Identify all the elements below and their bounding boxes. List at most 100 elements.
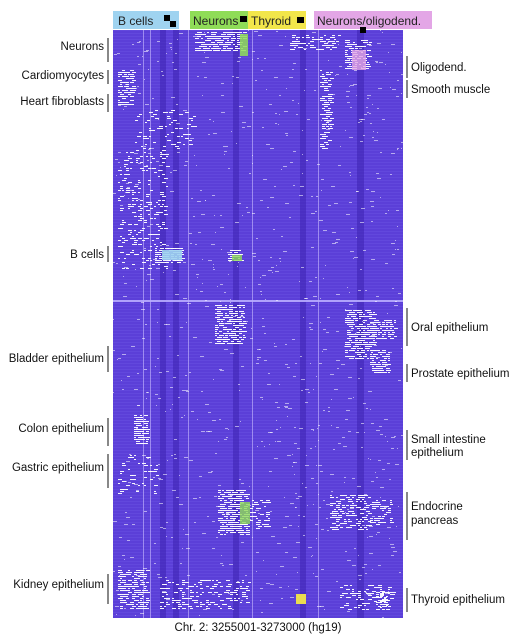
light-column	[150, 30, 151, 618]
signal-mark	[236, 590, 238, 591]
speckle	[278, 124, 279, 125]
speckle	[146, 280, 147, 281]
signal-mark	[138, 216, 142, 217]
track-line	[113, 381, 403, 382]
signal-mark	[164, 210, 167, 211]
signal-mark	[369, 56, 372, 57]
track-line	[113, 459, 403, 460]
speckle	[352, 565, 356, 566]
speckle	[202, 283, 203, 284]
speckle	[121, 380, 122, 381]
speckle	[385, 436, 386, 437]
speckle	[363, 135, 365, 136]
signal-mark	[382, 606, 384, 607]
signal-mark	[233, 333, 236, 334]
track-line	[113, 189, 403, 190]
signal-mark	[372, 504, 374, 505]
signal-mark	[355, 340, 358, 341]
signal-mark	[358, 525, 360, 526]
speckle	[174, 69, 177, 70]
signal-mark	[223, 333, 227, 334]
signal-mark	[235, 335, 239, 336]
track-line	[113, 57, 403, 58]
track-line	[113, 312, 403, 313]
speckle	[316, 376, 317, 377]
signal-mark	[244, 524, 247, 525]
signal-mark	[296, 43, 298, 44]
speckle	[294, 427, 296, 428]
speckle	[158, 464, 160, 465]
signal-mark	[136, 200, 138, 201]
track-line	[113, 180, 403, 181]
speckle	[285, 364, 288, 365]
signal-mark	[351, 324, 355, 325]
speckle	[331, 399, 332, 400]
signal-mark	[237, 343, 239, 344]
speckle	[276, 574, 277, 575]
track-line	[113, 72, 403, 73]
signal-mark	[132, 200, 134, 201]
signal-mark	[227, 40, 229, 41]
speckle	[166, 536, 167, 537]
signal-mark	[370, 364, 374, 365]
signal-mark	[120, 578, 122, 579]
signal-mark	[142, 572, 144, 573]
signal-mark	[236, 508, 238, 509]
signal-mark	[238, 526, 241, 527]
signal-mark	[351, 328, 354, 329]
speckle	[290, 597, 294, 598]
track-line	[113, 471, 403, 472]
signal-mark	[348, 501, 350, 502]
track-line	[113, 252, 403, 253]
speckle	[189, 460, 193, 461]
signal-mark	[217, 339, 221, 340]
speckle	[119, 537, 122, 538]
marker-square	[360, 27, 366, 33]
track-line	[113, 483, 403, 484]
signal-mark	[232, 518, 236, 519]
signal-mark	[228, 502, 232, 503]
track-line	[113, 348, 403, 349]
speckle	[334, 389, 338, 390]
signal-mark	[228, 254, 231, 255]
speckle	[274, 343, 275, 344]
signal-mark	[366, 529, 368, 530]
signal-mark	[126, 160, 129, 161]
speckle	[305, 487, 307, 488]
signal-mark	[211, 38, 215, 39]
signal-mark	[192, 600, 196, 601]
signal-mark	[350, 505, 354, 506]
signal-mark	[320, 70, 322, 71]
signal-mark	[232, 514, 235, 515]
signal-mark	[223, 32, 227, 33]
signal-mark	[238, 250, 241, 251]
signal-mark	[159, 258, 162, 259]
signal-mark	[374, 587, 378, 588]
light-column	[188, 30, 189, 618]
speckle	[382, 469, 385, 470]
signal-mark	[233, 32, 237, 33]
speckle	[370, 459, 371, 460]
dark-column	[233, 30, 239, 618]
speckle	[138, 64, 141, 65]
signal-mark	[236, 522, 239, 523]
signal-mark	[356, 501, 358, 502]
speckle	[252, 163, 253, 164]
signal-mark	[238, 532, 241, 533]
signal-mark	[225, 329, 228, 330]
signal-mark	[136, 600, 139, 601]
signal-mark	[186, 582, 189, 583]
signal-mark	[224, 496, 227, 497]
signal-mark	[242, 594, 246, 595]
signal-mark	[292, 37, 295, 38]
speckle	[318, 465, 322, 466]
signal-mark	[138, 192, 140, 193]
speckle	[156, 268, 160, 269]
speckle	[175, 53, 177, 54]
signal-mark	[244, 526, 246, 527]
signal-mark	[355, 336, 358, 337]
signal-mark	[225, 317, 228, 318]
speckle	[279, 587, 282, 588]
signal-mark	[221, 319, 225, 320]
column-group-label-neurons: Neurons	[193, 14, 238, 28]
